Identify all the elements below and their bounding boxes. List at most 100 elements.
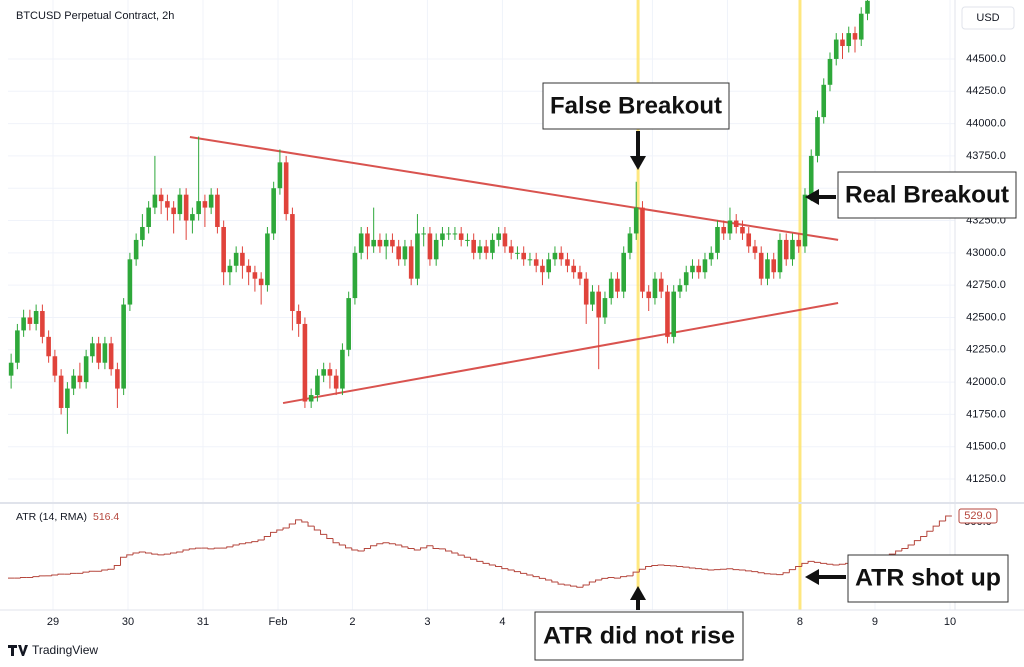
candle-body: [65, 389, 70, 408]
candle-body: [159, 195, 164, 201]
y-tick-label: 42750.0: [966, 279, 1006, 291]
y-tick-label: 44250.0: [966, 85, 1006, 97]
candle-body: [840, 40, 845, 46]
candle-body: [690, 266, 695, 272]
candle-body: [359, 233, 364, 252]
candle-body: [96, 343, 101, 362]
candle-body: [784, 240, 789, 259]
candle-body: [53, 356, 58, 375]
candle-body: [865, 1, 870, 14]
candle-body: [59, 376, 64, 408]
candle-body: [171, 208, 176, 214]
candle-body: [440, 233, 445, 239]
candle-body: [746, 233, 751, 246]
candle-body: [790, 240, 795, 259]
annotation-text: False Breakout: [550, 92, 722, 119]
candle-body: [328, 369, 333, 375]
atr-legend-value: 516.4: [93, 511, 119, 523]
candle-body: [584, 279, 589, 305]
candle-body: [540, 266, 545, 272]
y-tick-label: 43000.0: [966, 247, 1006, 259]
currency-label[interactable]: USD: [976, 12, 999, 24]
candle-body: [178, 195, 183, 214]
candle-body: [121, 305, 126, 389]
x-tick-label: Feb: [269, 616, 288, 628]
candle-body: [365, 233, 370, 246]
candle-body: [403, 246, 408, 259]
candle-body: [821, 85, 826, 117]
candle-body: [184, 195, 189, 221]
candle-body: [728, 221, 733, 234]
y-tick-label: 41250.0: [966, 473, 1006, 485]
candle-body: [309, 395, 314, 401]
candle-body: [134, 240, 139, 259]
candle-body: [240, 253, 245, 266]
candle-body: [621, 253, 626, 292]
candle-body: [34, 311, 39, 324]
brand-name: TradingView: [32, 643, 98, 657]
candle-body: [778, 240, 783, 272]
candle-body: [209, 195, 214, 208]
candle-body: [484, 246, 489, 252]
candle-body: [665, 292, 670, 337]
y-tick-label: 44500.0: [966, 53, 1006, 65]
x-tick-label: 2: [349, 616, 355, 628]
candle-body: [521, 253, 526, 259]
candle-body: [565, 259, 570, 265]
candle-body: [303, 324, 308, 402]
x-tick-label: 31: [197, 616, 209, 628]
candle-body: [490, 240, 495, 253]
candle-body: [671, 292, 676, 337]
candle-body: [140, 227, 145, 240]
candle-body: [546, 259, 551, 272]
candle-body: [534, 259, 539, 265]
candle-body: [509, 246, 514, 252]
x-tick-label: 4: [499, 616, 505, 628]
candle-body: [90, 343, 95, 356]
candle-body: [78, 376, 83, 382]
candle-body: [578, 272, 583, 278]
candle-body: [234, 253, 239, 266]
candle-body: [384, 240, 389, 246]
candle-body: [390, 240, 395, 246]
candle-body: [228, 266, 233, 272]
candle-body: [571, 266, 576, 272]
y-tick-label: 41750.0: [966, 408, 1006, 420]
candle-body: [771, 259, 776, 272]
candle-body: [40, 311, 45, 337]
candle-body: [340, 350, 345, 389]
candle-body: [146, 208, 151, 227]
candle-body: [815, 117, 820, 156]
candle-body: [9, 363, 14, 376]
candle-body: [659, 279, 664, 292]
candle-body: [859, 14, 864, 40]
x-tick-label: 10: [944, 616, 956, 628]
candle-body: [21, 317, 26, 330]
candle-body: [190, 214, 195, 220]
annotation-text: Real Breakout: [845, 181, 1009, 208]
y-tick-label: 43750.0: [966, 150, 1006, 162]
candle-body: [415, 233, 420, 278]
candle-body: [603, 298, 608, 317]
candle-body: [103, 343, 108, 362]
candle-body: [284, 162, 289, 214]
candle-body: [721, 227, 726, 233]
candle-body: [609, 279, 614, 298]
candle-body: [290, 214, 295, 311]
candle-body: [634, 208, 639, 234]
candle-body: [528, 259, 533, 260]
candle-body: [653, 279, 658, 298]
candle-body: [478, 246, 483, 252]
candle-body: [278, 162, 283, 188]
candle-body: [753, 246, 758, 252]
candle-body: [696, 266, 701, 272]
candle-body: [796, 240, 801, 246]
y-tick-label: 42500.0: [966, 311, 1006, 323]
candle-body: [759, 253, 764, 279]
candle-body: [421, 233, 426, 234]
candle-body: [684, 272, 689, 285]
candle-body: [428, 233, 433, 259]
candle-body: [590, 292, 595, 305]
